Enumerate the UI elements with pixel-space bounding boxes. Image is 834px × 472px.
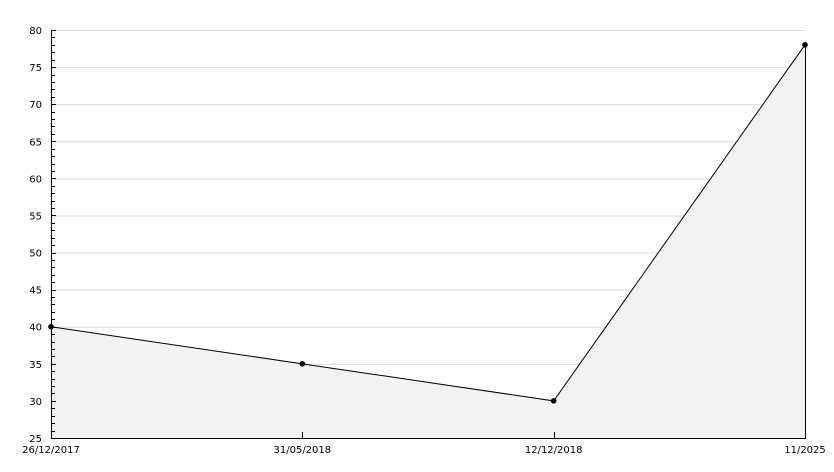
y-tick-label: 70 <box>29 100 42 111</box>
y-tick-label: 30 <box>29 397 42 408</box>
data-point <box>299 361 306 367</box>
series-line <box>50 44 806 402</box>
y-tick-label: 75 <box>29 63 42 74</box>
y-tick-label: 35 <box>29 360 42 371</box>
data-point <box>48 323 54 330</box>
y-tick-label: 45 <box>29 286 42 297</box>
area-fill <box>51 44 805 438</box>
x-tick-label: 31/05/2018 <box>274 445 332 456</box>
y-tick-label: 55 <box>29 211 42 222</box>
data-point <box>802 42 808 48</box>
y-tick-label: 65 <box>29 137 42 148</box>
y-tick-label: 25 <box>29 434 42 445</box>
x-tick-label: 26/12/2017 <box>22 445 80 456</box>
x-tick-label: 11/2025 <box>784 445 826 456</box>
y-tick-label: 50 <box>29 249 42 260</box>
y-tick-label: 40 <box>29 323 42 334</box>
x-tick-label: 12/12/2018 <box>525 445 583 456</box>
y-tick-label: 80 <box>29 26 42 37</box>
y-tick-label: 60 <box>29 174 42 185</box>
data-point <box>550 398 557 404</box>
